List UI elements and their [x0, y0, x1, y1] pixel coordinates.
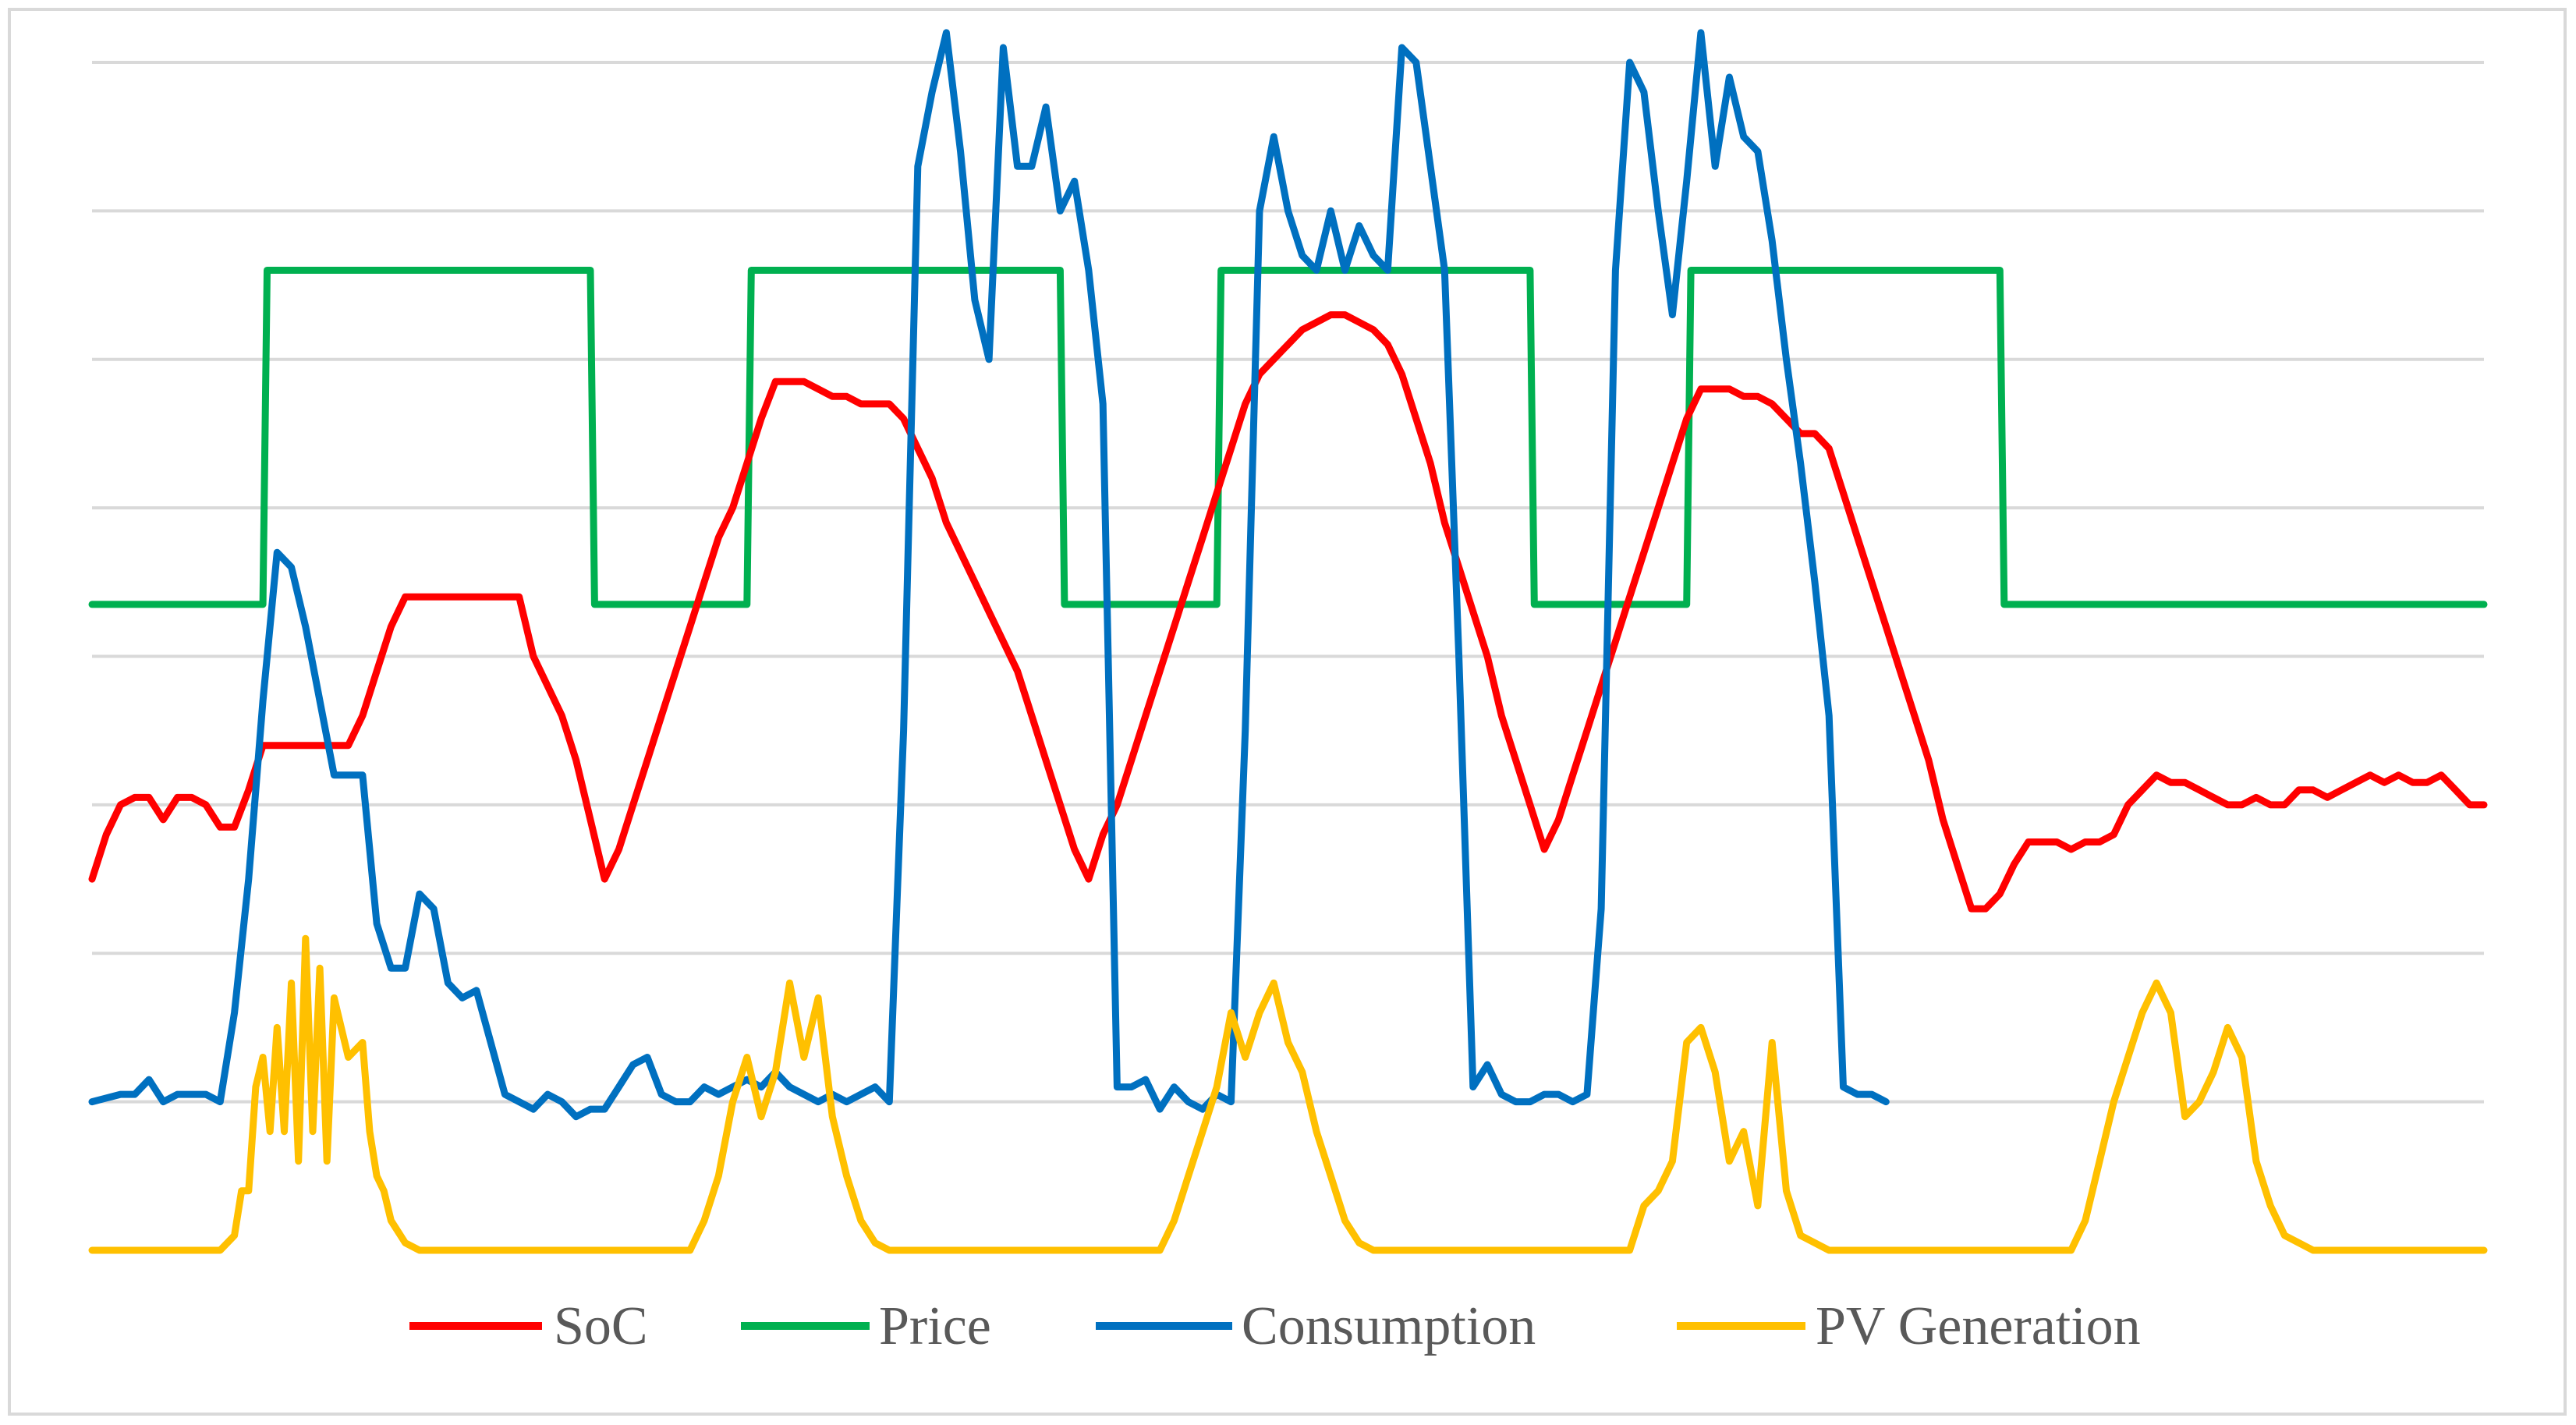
legend-item-soc[interactable]: SoC [409, 1296, 648, 1356]
legend-item-pv-generation[interactable]: PV Generation [1677, 1296, 2141, 1356]
legend-label-pv-generation: PV Generation [1816, 1296, 2141, 1356]
series-line-consumption [88, 29, 1890, 1121]
series-line-price [88, 267, 2488, 608]
legend-label-consumption: Consumption [1242, 1296, 1536, 1356]
gridlines [92, 61, 2484, 1104]
chart-frame [8, 8, 2567, 1416]
series-line-soc [88, 311, 2488, 913]
legend-label-price: Price [879, 1296, 991, 1356]
series-line-pv-generation [88, 934, 2488, 1254]
legend: SoC Price Consumption PV Generation [409, 1296, 2141, 1356]
legend-label-soc: SoC [554, 1296, 648, 1356]
legend-item-consumption[interactable]: Consumption [1096, 1296, 1536, 1356]
series-lines [88, 29, 2488, 1254]
legend-item-price[interactable]: Price [741, 1296, 991, 1356]
